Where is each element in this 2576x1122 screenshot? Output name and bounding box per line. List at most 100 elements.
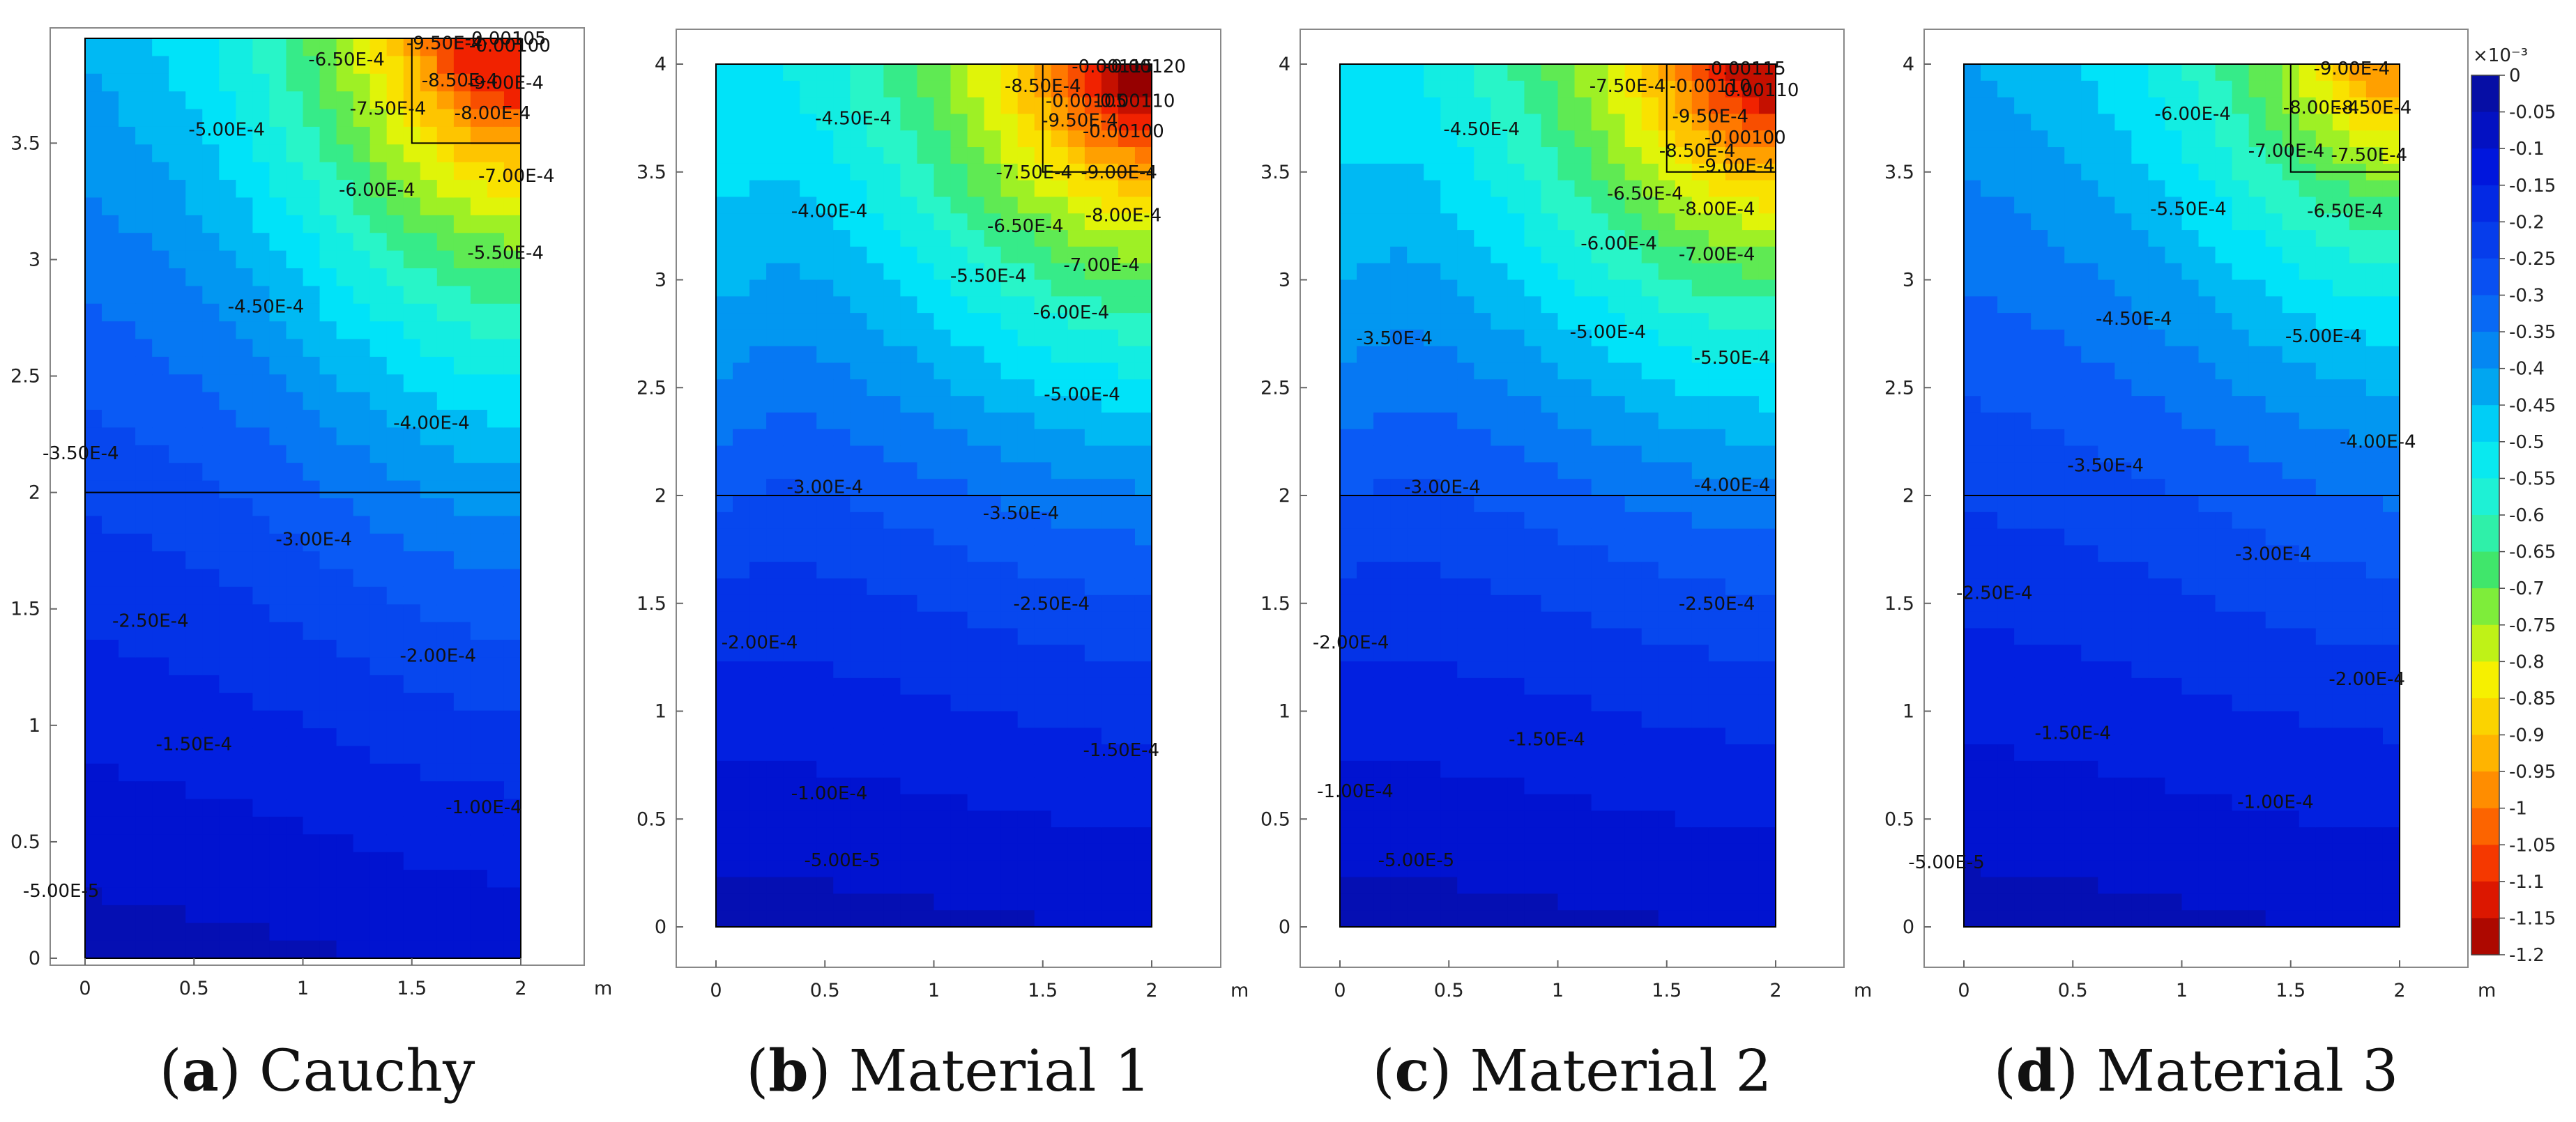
field-cell [185,410,204,429]
field-cell [135,427,153,446]
field-cell [2165,562,2183,579]
contour-label: -8.00E-4 [1085,206,1162,226]
field-cell [1491,329,1509,347]
field-cell [303,321,321,340]
field-cell [1507,412,1525,430]
field-cell [252,799,270,817]
field-cell [2014,197,2032,215]
field-cell [1541,64,1559,82]
field-cell [967,64,985,82]
field-cell [420,480,438,499]
field-cell [800,197,818,215]
field-cell [933,645,952,662]
field-cell [319,870,337,889]
field-cell [2014,528,2032,546]
field-cell [1981,114,1998,132]
field-cell [749,893,767,911]
field-cell [733,677,750,696]
field-cell [403,816,421,836]
field-cell [967,611,985,629]
field-cell [1608,628,1626,646]
field-cell [1691,97,1709,115]
field-cell [185,445,204,464]
field-cell [1708,528,1726,546]
field-cell [1424,396,1442,413]
field-cell [2131,893,2149,911]
field-cell [2014,429,2032,447]
field-cell [252,356,270,376]
field-cell [102,126,119,146]
field-cell [900,230,918,247]
field-cell [436,870,455,889]
field-cell [917,677,935,696]
field-cell [800,462,818,479]
field-cell [1407,744,1424,762]
field-cell [135,109,153,128]
field-cell [800,810,818,828]
field-cell [1134,479,1152,496]
field-cell [1675,728,1693,745]
field-cell [1524,80,1542,98]
field-cell [269,569,287,587]
field-cell [900,794,918,812]
field-cell [386,215,404,234]
field-cell [1101,479,1119,496]
field-cell [850,528,868,546]
field-cell [303,622,321,640]
field-cell [950,379,968,397]
field-cell [1000,562,1019,579]
field-cell [2131,462,2149,479]
field-cell [1964,661,1981,679]
field-cell [503,339,521,358]
field-cell [850,893,868,911]
field-cell [1101,528,1119,546]
field-cell [833,562,851,579]
field-cell [984,64,1002,82]
field-cell [1474,645,1492,662]
field-cell [1034,843,1052,861]
field-cell [1591,346,1609,364]
field-cell [1624,794,1643,812]
field-cell [2131,860,2149,878]
field-cell [1964,180,1981,198]
field-cell [867,528,885,546]
field-cell [487,710,505,729]
field-cell [2181,810,2200,828]
field-cell [135,923,153,942]
field-cell [1658,528,1676,546]
field-cell [185,516,204,535]
field-cell [169,728,187,747]
field-cell [269,905,287,924]
field-cell [286,834,304,853]
field-cell [2165,777,2183,795]
field-cell [749,313,767,330]
field-cell [1357,362,1374,381]
field-cell [353,604,371,623]
field-cell [2165,760,2183,778]
field-cell [503,463,521,482]
field-cell [967,512,985,530]
field-cell [1017,147,1035,164]
field-cell [1340,163,1357,181]
field-cell [1691,479,1709,496]
field-cell [1424,578,1442,596]
field-cell [2048,296,2066,314]
field-cell [1624,230,1643,247]
field-cell [1357,230,1374,247]
field-cell [119,162,136,180]
field-cell [1407,130,1424,148]
field-cell [1574,329,1592,347]
field-cell [1017,860,1035,878]
field-cell [1491,114,1509,132]
field-cell [1557,130,1576,148]
field-cell [269,126,287,146]
field-cell [1964,296,1981,314]
field-cell [185,498,204,517]
x-tick-label: 1 [297,978,309,999]
field-cell [1084,197,1102,215]
field-cell [319,905,337,924]
field-cell [2098,429,2116,447]
field-cell [1407,313,1424,330]
field-cell [303,38,321,57]
field-cell [1390,877,1408,895]
